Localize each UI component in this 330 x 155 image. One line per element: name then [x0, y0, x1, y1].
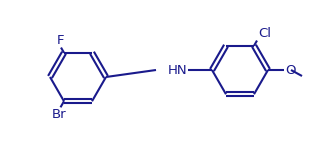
Text: Cl: Cl: [258, 27, 271, 40]
Text: HN: HN: [168, 64, 188, 77]
Text: O: O: [285, 64, 295, 77]
Text: F: F: [56, 33, 64, 46]
Text: Br: Br: [52, 108, 67, 121]
